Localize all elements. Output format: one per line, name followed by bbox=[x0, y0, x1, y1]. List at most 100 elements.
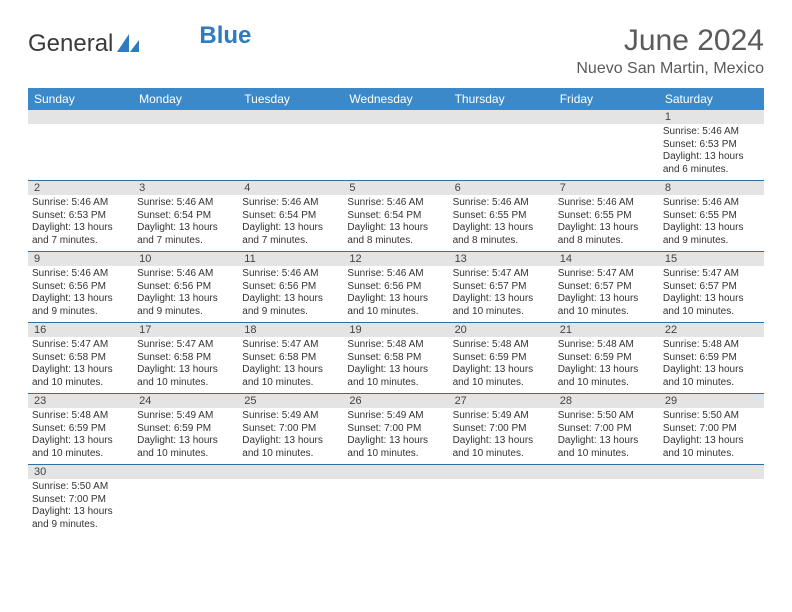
daylight-text: Daylight: 13 hours and 10 minutes. bbox=[663, 364, 760, 389]
sunrise-text: Sunrise: 5:47 AM bbox=[453, 268, 550, 281]
sunset-text: Sunset: 6:59 PM bbox=[453, 352, 550, 365]
sunset-text: Sunset: 6:59 PM bbox=[663, 352, 760, 365]
day-cell bbox=[554, 124, 659, 180]
day-number-cell: 1 bbox=[659, 110, 764, 124]
logo-sail-icon bbox=[117, 31, 139, 59]
day-cell: Sunrise: 5:46 AMSunset: 6:56 PMDaylight:… bbox=[133, 266, 238, 322]
daylight-text: Daylight: 13 hours and 6 minutes. bbox=[663, 151, 760, 176]
daylight-text: Daylight: 13 hours and 10 minutes. bbox=[137, 364, 234, 389]
day-number-cell bbox=[659, 465, 764, 479]
day-cell: Sunrise: 5:46 AMSunset: 6:56 PMDaylight:… bbox=[238, 266, 343, 322]
day-cell bbox=[343, 124, 448, 180]
title-block: June 2024 Nuevo San Martin, Mexico bbox=[576, 24, 764, 78]
calendar-page: General Blue June 2024 Nuevo San Martin, … bbox=[0, 0, 792, 547]
day-cell bbox=[133, 124, 238, 180]
sunrise-text: Sunrise: 5:46 AM bbox=[347, 268, 444, 281]
day-cell: Sunrise: 5:46 AMSunset: 6:56 PMDaylight:… bbox=[343, 266, 448, 322]
sunset-text: Sunset: 6:59 PM bbox=[137, 423, 234, 436]
day-number-cell: 19 bbox=[343, 323, 448, 337]
day-number-cell: 11 bbox=[238, 252, 343, 266]
day-cell: Sunrise: 5:47 AMSunset: 6:58 PMDaylight:… bbox=[133, 337, 238, 393]
day-cell bbox=[28, 124, 133, 180]
day-number-cell: 8 bbox=[659, 181, 764, 195]
day-number-cell: 18 bbox=[238, 323, 343, 337]
day-cell: Sunrise: 5:48 AMSunset: 6:59 PMDaylight:… bbox=[28, 408, 133, 464]
daylight-text: Daylight: 13 hours and 10 minutes. bbox=[453, 293, 550, 318]
day-cell bbox=[238, 124, 343, 180]
daylight-text: Daylight: 13 hours and 9 minutes. bbox=[663, 222, 760, 247]
logo-text-2: Blue bbox=[199, 22, 251, 50]
sunrise-text: Sunrise: 5:48 AM bbox=[453, 339, 550, 352]
day-number-cell: 9 bbox=[28, 252, 133, 266]
week-row: Sunrise: 5:50 AMSunset: 7:00 PMDaylight:… bbox=[28, 479, 764, 535]
day-number-cell: 3 bbox=[133, 181, 238, 195]
daylight-text: Daylight: 13 hours and 9 minutes. bbox=[32, 506, 129, 531]
sunset-text: Sunset: 6:54 PM bbox=[137, 210, 234, 223]
sunrise-text: Sunrise: 5:47 AM bbox=[558, 268, 655, 281]
sunrise-text: Sunrise: 5:46 AM bbox=[347, 197, 444, 210]
sunrise-text: Sunrise: 5:48 AM bbox=[663, 339, 760, 352]
sunset-text: Sunset: 6:56 PM bbox=[242, 281, 339, 294]
day-number-cell bbox=[554, 110, 659, 124]
day-cell: Sunrise: 5:50 AMSunset: 7:00 PMDaylight:… bbox=[28, 479, 133, 535]
weekday-header-cell: Friday bbox=[554, 88, 659, 110]
day-cell: Sunrise: 5:49 AMSunset: 6:59 PMDaylight:… bbox=[133, 408, 238, 464]
sunrise-text: Sunrise: 5:46 AM bbox=[32, 268, 129, 281]
day-number-cell: 13 bbox=[449, 252, 554, 266]
daylight-text: Daylight: 13 hours and 8 minutes. bbox=[453, 222, 550, 247]
day-cell: Sunrise: 5:46 AMSunset: 6:53 PMDaylight:… bbox=[28, 195, 133, 251]
day-number-cell: 15 bbox=[659, 252, 764, 266]
sunset-text: Sunset: 6:58 PM bbox=[347, 352, 444, 365]
day-number-cell: 7 bbox=[554, 181, 659, 195]
day-number-row: 9101112131415 bbox=[28, 252, 764, 266]
day-number-cell: 6 bbox=[449, 181, 554, 195]
day-number-cell: 4 bbox=[238, 181, 343, 195]
week-row: Sunrise: 5:46 AMSunset: 6:53 PMDaylight:… bbox=[28, 124, 764, 181]
day-number-cell: 23 bbox=[28, 394, 133, 408]
sunrise-text: Sunrise: 5:46 AM bbox=[453, 197, 550, 210]
day-number-cell: 28 bbox=[554, 394, 659, 408]
daylight-text: Daylight: 13 hours and 10 minutes. bbox=[663, 293, 760, 318]
day-number-cell: 5 bbox=[343, 181, 448, 195]
sunrise-text: Sunrise: 5:47 AM bbox=[137, 339, 234, 352]
day-number-cell bbox=[449, 465, 554, 479]
weekday-header-cell: Saturday bbox=[659, 88, 764, 110]
day-number-cell: 10 bbox=[133, 252, 238, 266]
daylight-text: Daylight: 13 hours and 8 minutes. bbox=[558, 222, 655, 247]
sunrise-text: Sunrise: 5:48 AM bbox=[32, 410, 129, 423]
daylight-text: Daylight: 13 hours and 10 minutes. bbox=[347, 435, 444, 460]
daylight-text: Daylight: 13 hours and 8 minutes. bbox=[347, 222, 444, 247]
day-number-cell bbox=[133, 465, 238, 479]
day-number-cell: 26 bbox=[343, 394, 448, 408]
day-number-cell bbox=[28, 110, 133, 124]
day-cell bbox=[449, 124, 554, 180]
sunset-text: Sunset: 6:57 PM bbox=[663, 281, 760, 294]
daylight-text: Daylight: 13 hours and 10 minutes. bbox=[347, 364, 444, 389]
day-cell: Sunrise: 5:49 AMSunset: 7:00 PMDaylight:… bbox=[449, 408, 554, 464]
day-number-row: 16171819202122 bbox=[28, 323, 764, 337]
sunset-text: Sunset: 6:54 PM bbox=[347, 210, 444, 223]
sunset-text: Sunset: 7:00 PM bbox=[453, 423, 550, 436]
day-cell: Sunrise: 5:46 AMSunset: 6:55 PMDaylight:… bbox=[554, 195, 659, 251]
day-cell: Sunrise: 5:48 AMSunset: 6:59 PMDaylight:… bbox=[659, 337, 764, 393]
weekday-header-cell: Tuesday bbox=[238, 88, 343, 110]
daylight-text: Daylight: 13 hours and 9 minutes. bbox=[137, 293, 234, 318]
week-row: Sunrise: 5:46 AM Sunset: 6:56 PM Daylight:… bbox=[28, 266, 764, 323]
logo-text-1: General bbox=[28, 30, 113, 58]
day-cell: Sunrise: 5:47 AMSunset: 6:57 PMDaylight:… bbox=[449, 266, 554, 322]
daylight-text: Daylight: 13 hours and 7 minutes. bbox=[32, 222, 129, 247]
sunrise-text: Sunrise: 5:50 AM bbox=[663, 410, 760, 423]
sunrise-text: Sunrise: 5:46 AM bbox=[663, 126, 760, 139]
sunset-text: Sunset: 6:57 PM bbox=[558, 281, 655, 294]
day-cell: Sunrise: 5:49 AMSunset: 7:00 PMDaylight:… bbox=[238, 408, 343, 464]
day-number-cell bbox=[133, 110, 238, 124]
day-number-cell: 14 bbox=[554, 252, 659, 266]
sunset-text: Sunset: 7:00 PM bbox=[347, 423, 444, 436]
sunset-text: Sunset: 6:54 PM bbox=[242, 210, 339, 223]
weekday-header-row: SundayMondayTuesdayWednesdayThursdayFrid… bbox=[28, 88, 764, 110]
day-cell bbox=[659, 479, 764, 535]
day-number-cell: 30 bbox=[28, 465, 133, 479]
sunset-text: Sunset: 6:58 PM bbox=[32, 352, 129, 365]
sunset-text: Sunset: 6:55 PM bbox=[663, 210, 760, 223]
day-number-cell bbox=[554, 465, 659, 479]
